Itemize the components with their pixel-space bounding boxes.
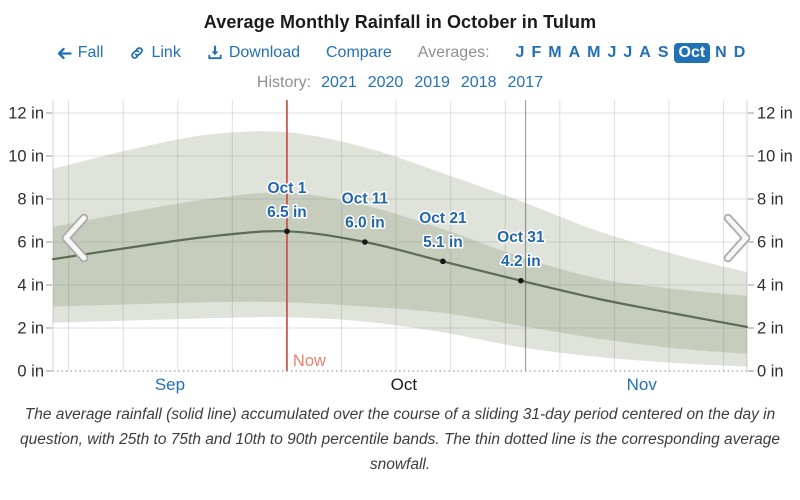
data-point-label-value: 6.0 in xyxy=(345,215,385,232)
download-icon xyxy=(208,45,222,60)
averages-label: Averages: xyxy=(417,44,490,61)
data-point-label-value: 6.5 in xyxy=(267,204,307,221)
data-point-dot xyxy=(362,239,368,245)
ytick-label-right-10: 10 in xyxy=(757,148,793,166)
ytick-label-left-8: 8 in xyxy=(17,191,44,209)
left-arrow-icon xyxy=(57,47,72,59)
chart-caption: The average rainfall (solid line) accumu… xyxy=(19,406,781,473)
data-point-label-date: Oct 31 xyxy=(497,229,545,246)
ytick-label-left-0: 0 in xyxy=(17,363,44,381)
ytick-label-left-10: 10 in xyxy=(8,148,44,166)
averages-month-N-10[interactable]: N xyxy=(715,44,727,61)
back-link-label: Fall xyxy=(77,44,104,61)
download-button-label: Download xyxy=(228,44,300,61)
link-button[interactable]: Link xyxy=(129,44,181,62)
ytick-label-right-8: 8 in xyxy=(757,191,784,209)
data-point-dot xyxy=(284,228,290,235)
xaxis-month-Sep[interactable]: Sep xyxy=(155,375,185,394)
ytick-label-right-6: 6 in xyxy=(757,234,784,252)
data-point-label-date: Oct 11 xyxy=(342,191,389,208)
averages-month-A-7[interactable]: A xyxy=(639,44,651,61)
gridlines xyxy=(46,100,754,372)
averages-month-D-11[interactable]: D xyxy=(733,44,746,61)
averages-month-F-1[interactable]: F xyxy=(531,44,542,61)
history-label: History: xyxy=(256,74,312,91)
history-year-2018[interactable]: 2018 xyxy=(460,74,497,91)
now-label: Now xyxy=(293,352,326,370)
averages-month-J-5[interactable]: J xyxy=(607,44,617,61)
compare-button[interactable]: Compare xyxy=(326,44,392,62)
xaxis-month-Nov[interactable]: Nov xyxy=(627,375,658,394)
ytick-label-left-12: 12 in xyxy=(8,105,44,123)
history-year-2021[interactable]: 2021 xyxy=(321,74,357,91)
ytick-label-right-2: 2 in xyxy=(757,320,784,338)
inner-percentile-band-25-75 xyxy=(53,192,747,354)
averages-month-A-3[interactable]: A xyxy=(568,44,581,61)
chain-link-icon xyxy=(131,47,144,59)
data-point-dot xyxy=(440,258,446,265)
scroll-left-chevron-icon[interactable] xyxy=(61,213,89,263)
link-button-label: Link xyxy=(151,44,181,61)
history-years-nav: 2021 2020 2019 2018 2017 xyxy=(321,74,543,92)
data-point-label-value: 4.2 in xyxy=(501,253,541,270)
history-year-2019[interactable]: 2019 xyxy=(414,74,450,91)
xaxis-month-Oct: Oct xyxy=(391,375,418,394)
scroll-right-chevron-icon[interactable] xyxy=(723,213,751,263)
averages-month-M-2[interactable]: M xyxy=(548,44,562,61)
history-year-2020[interactable]: 2020 xyxy=(367,74,404,91)
ytick-label-right-0: 0 in xyxy=(757,363,784,381)
ytick-label-right-12: 12 in xyxy=(757,105,793,123)
rainfall-chart[interactable]: Oct 1 6.5 in Oct 11 6.0 in Oct 21 5.1 in Oct 3… xyxy=(0,98,800,398)
data-point-dot xyxy=(518,277,524,284)
data-point-label-date: Oct 1 xyxy=(268,180,307,197)
data-point-label-date: Oct 21 xyxy=(419,210,467,227)
history-year-2017[interactable]: 2017 xyxy=(507,74,544,91)
download-button[interactable]: Download xyxy=(207,44,300,62)
ytick-label-left-2: 2 in xyxy=(17,320,44,338)
ytick-label-left-4: 4 in xyxy=(17,277,44,295)
history-row: History: 2021 2020 2019 2018 2017 xyxy=(0,74,800,92)
data-point-label-value: 5.1 in xyxy=(423,234,463,251)
averages-months-nav: J F M A M J J A S Oct N D xyxy=(515,43,746,63)
back-to-fall-link[interactable]: Fall xyxy=(55,44,104,62)
averages-month-M-4[interactable]: M xyxy=(587,44,601,61)
page-title: Average Monthly Rainfall in October in T… xyxy=(203,12,597,32)
mean-rainfall-line xyxy=(51,230,749,328)
averages-month-S-8[interactable]: S xyxy=(657,44,669,61)
averages-month-J-6[interactable]: J xyxy=(623,44,633,61)
ytick-label-right-4: 4 in xyxy=(757,277,784,295)
averages-month-Oct-9[interactable]: Oct xyxy=(673,43,711,63)
averages-month-J-0[interactable]: J xyxy=(515,44,525,61)
ytick-label-left-6: 6 in xyxy=(17,234,44,252)
compare-button-label: Compare xyxy=(325,44,392,61)
